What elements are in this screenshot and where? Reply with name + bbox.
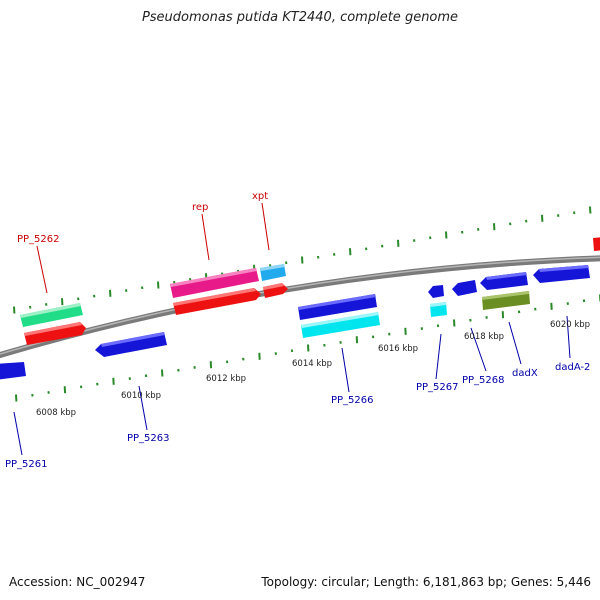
- accession-label: Accession: NC_002947: [9, 575, 146, 589]
- gene-label[interactable]: dadX: [512, 368, 538, 379]
- gene-dadx[interactable]: [480, 272, 530, 310]
- gene-leader-line: [261, 202, 270, 251]
- gene-dada-2[interactable]: [533, 265, 590, 283]
- gene-label[interactable]: PP_5263: [127, 433, 170, 444]
- gene-label[interactable]: PP_5266: [331, 395, 374, 406]
- gene-label[interactable]: xpt: [252, 191, 268, 202]
- genome-summary: Topology: circular; Length: 6,181,863 bp…: [261, 575, 591, 589]
- gene-rep[interactable]: [170, 268, 261, 315]
- gene-leader-line: [36, 245, 48, 294]
- gene-pp-5262[interactable]: [20, 303, 86, 345]
- tick-label: 6010 kbp: [121, 391, 161, 401]
- gene-pp-5263[interactable]: [95, 332, 167, 357]
- tick-label: 6014 kbp: [292, 359, 332, 369]
- gene-partial-edge[interactable]: [593, 237, 600, 251]
- gene-leader-line: [470, 327, 487, 372]
- tick-label: 6008 kbp: [36, 408, 76, 418]
- tick-label: 6016 kbp: [378, 344, 418, 354]
- upper-tick-row: [13, 206, 592, 314]
- gene-xpt[interactable]: [260, 264, 288, 298]
- gene-label[interactable]: PP_5267: [416, 382, 459, 393]
- gene-label[interactable]: dadA-2: [555, 362, 590, 373]
- lower-tick-row: [15, 294, 600, 402]
- tick-label: 6012 kbp: [206, 374, 246, 384]
- gene-pp-5267[interactable]: [428, 285, 447, 317]
- gene-leader-line: [341, 347, 350, 393]
- gene-leader-line: [566, 315, 571, 359]
- gene-label[interactable]: rep: [192, 202, 208, 213]
- tick-label: 6018 kbp: [464, 332, 504, 342]
- gene-leader-line: [435, 333, 442, 380]
- gene-label[interactable]: PP_5268: [462, 375, 505, 386]
- gene-leader-line: [13, 411, 23, 456]
- map-title: Pseudomonas putida KT2440, complete geno…: [141, 10, 459, 25]
- gene-leader-line: [508, 321, 522, 365]
- gene-label[interactable]: PP_5262: [17, 234, 60, 245]
- gene-leader-line: [201, 213, 210, 261]
- gene-pp-5266[interactable]: [298, 294, 380, 338]
- gene-pp-5261[interactable]: [0, 362, 26, 380]
- tick-label: 6020 kbp: [550, 320, 590, 330]
- gene-label[interactable]: PP_5261: [5, 459, 48, 470]
- gene-pp-5268[interactable]: [452, 280, 477, 296]
- gene-leader-line: [138, 385, 148, 431]
